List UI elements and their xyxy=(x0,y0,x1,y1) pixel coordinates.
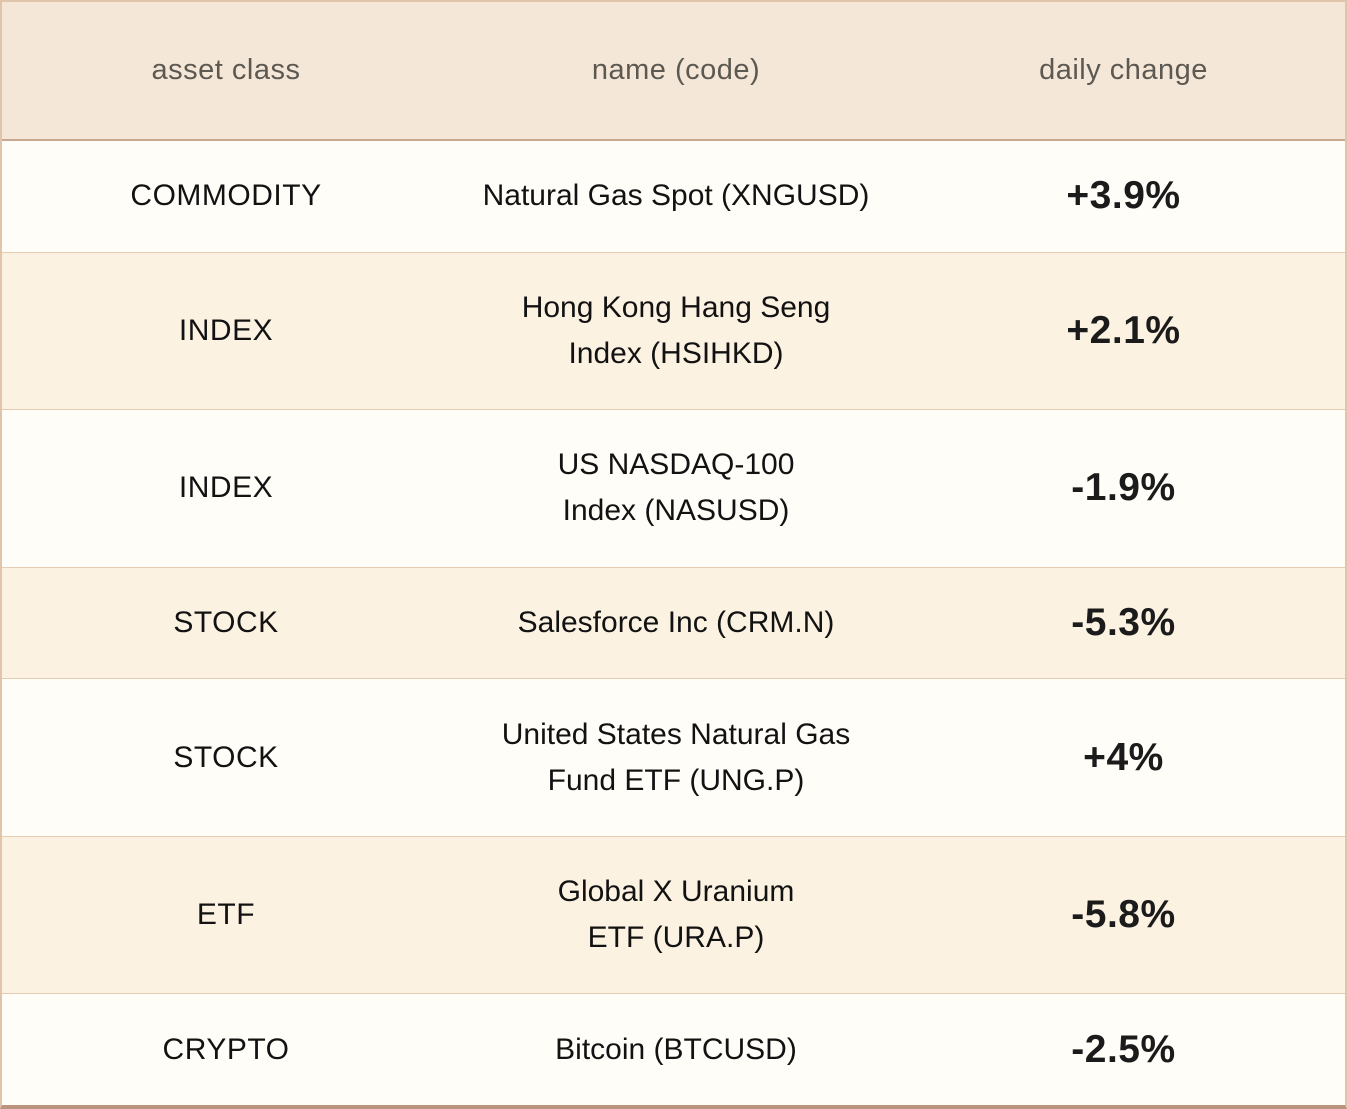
daily-change-cell: -5.8% xyxy=(1071,893,1176,937)
asset-class-cell: ETF xyxy=(196,898,256,932)
daily-change-cell: -1.9% xyxy=(1071,466,1176,510)
header-name-code: name (code) xyxy=(591,54,761,86)
header-daily-change: daily change xyxy=(1039,54,1208,86)
daily-change-cell: -2.5% xyxy=(1071,1027,1176,1071)
name-code-cell: Salesforce Inc (CRM.N) xyxy=(517,606,835,640)
daily-change-cell: -5.3% xyxy=(1071,601,1176,645)
table-row-index-hsihkd: INDEX Hong Kong Hang Seng Index (HSIHKD)… xyxy=(2,251,1345,410)
asset-class-cell: STOCK xyxy=(173,740,279,774)
header-asset-class: asset class xyxy=(151,54,301,86)
asset-class-cell: STOCK xyxy=(173,606,279,640)
daily-change-cell: +3.9% xyxy=(1066,174,1181,218)
name-code-cell: Bitcoin (BTCUSD) xyxy=(555,1032,797,1066)
table-row-commodity-xngusd: COMMODITY Natural Gas Spot (XNGUSD) +3.9… xyxy=(2,141,1345,252)
name-code-cell: Global X Uranium ETF (URA.P) xyxy=(557,875,795,955)
asset-class-cell: COMMODITY xyxy=(130,179,322,213)
asset-class-cell: INDEX xyxy=(178,471,274,505)
table-row-stock-crm: STOCK Salesforce Inc (CRM.N) -5.3% xyxy=(2,566,1345,679)
name-code-cell: US NASDAQ-100 Index (NASUSD) xyxy=(557,448,795,528)
table-row-stock-ung: STOCK United States Natural Gas Fund ETF… xyxy=(2,678,1345,836)
name-code-cell: Hong Kong Hang Seng Index (HSIHKD) xyxy=(521,290,831,370)
table-header-row: asset class name (code) daily change xyxy=(2,2,1345,141)
table-row-index-nasusd: INDEX US NASDAQ-100 Index (NASUSD) -1.9% xyxy=(2,409,1345,567)
asset-class-cell: CRYPTO xyxy=(162,1032,290,1066)
daily-change-cell: +2.1% xyxy=(1066,308,1181,352)
table-row-crypto-btcusd: CRYPTO Bitcoin (BTCUSD) -2.5% xyxy=(2,993,1345,1106)
name-code-cell: Natural Gas Spot (XNGUSD) xyxy=(482,179,870,213)
asset-class-cell: INDEX xyxy=(178,313,274,347)
table-row-etf-ura: ETF Global X Uranium ETF (URA.P) -5.8% xyxy=(2,835,1345,994)
daily-change-cell: +4% xyxy=(1083,735,1164,779)
name-code-cell: United States Natural Gas Fund ETF (UNG.… xyxy=(501,717,851,797)
